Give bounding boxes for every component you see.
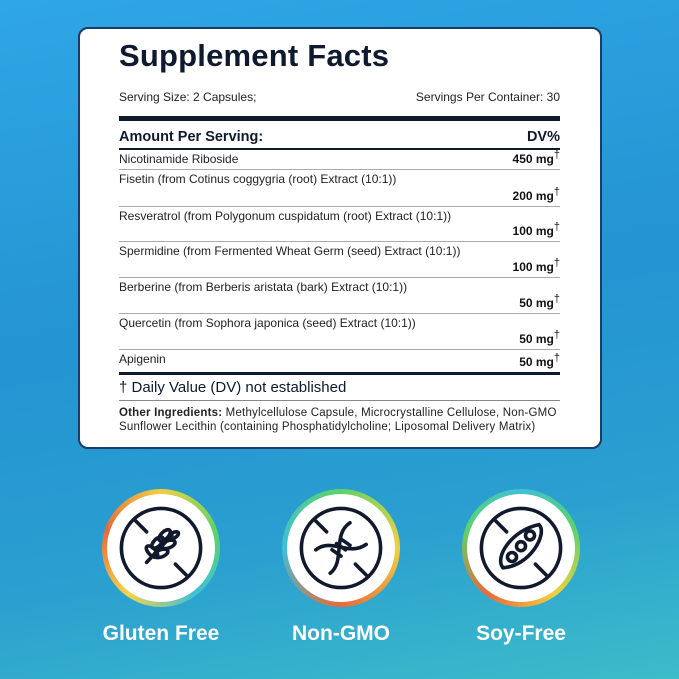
ingredient-name: Apigenin [119, 352, 166, 366]
dna-crossed-icon [299, 506, 383, 590]
amount-value: 100 mg [512, 260, 554, 274]
ingredient-row: Quercetin (from Sophora japonica (seed) … [119, 314, 560, 350]
ingredient-name: Berberine (from Berberis aristata (bark)… [119, 280, 408, 294]
dagger-mark: † [553, 329, 560, 341]
ingredient-row: Apigenin 50 mg† [119, 350, 560, 372]
ingredient-amount: 200 mg† [513, 186, 560, 206]
other-ingredients-text: Methylcellulose Capsule, Microcrystallin… [119, 407, 557, 433]
amount-value: 100 mg [512, 224, 554, 238]
dagger-mark: † [553, 257, 560, 269]
ingredient-row: Spermidine (from Fermented Wheat Germ (s… [119, 242, 560, 278]
ingredient-name: Spermidine (from Fermented Wheat Germ (s… [119, 244, 461, 258]
dagger-mark: † [553, 352, 560, 364]
badge-soy-free [462, 489, 580, 607]
footnote: † Daily Value (DV) not established [119, 379, 560, 401]
ingredient-name: Quercetin (from Sophora japonica (seed) … [119, 316, 416, 330]
ingredient-row: Resveratrol (from Polygonum cuspidatum (… [119, 207, 560, 242]
badge-gluten-free [102, 489, 220, 607]
ingredient-row: Berberine (from Berberis aristata (bark)… [119, 278, 560, 314]
ingredient-amount: 100 mg† [513, 257, 560, 277]
ingredient-name: Resveratrol (from Polygonum cuspidatum (… [119, 209, 452, 223]
ingredient-name: Fisetin (from Cotinus coggygria (root) E… [119, 172, 397, 186]
soybean-crossed-icon [479, 506, 563, 590]
amount-value: 450 mg [512, 152, 554, 166]
ingredient-amount: 50 mg† [519, 293, 560, 313]
dagger-mark: † [553, 221, 560, 233]
dagger-mark: † [553, 293, 560, 305]
dagger-mark: † [553, 186, 560, 198]
ingredient-name: Nicotinamide Riboside [119, 152, 239, 166]
other-ingredients: Other Ingredients: Methylcellulose Capsu… [119, 407, 560, 434]
amount-value: 50 mg [519, 355, 554, 369]
divider-thick [119, 116, 560, 121]
servings-per-container: Servings Per Container: 30 [415, 90, 560, 104]
amount-value: 50 mg [519, 296, 554, 310]
amount-header: Amount Per Serving: [119, 129, 264, 145]
divider [119, 372, 560, 375]
dagger-mark: † [553, 149, 560, 161]
badge-non-gmo [282, 489, 400, 607]
serving-size: Serving Size: 2 Capsules; [119, 90, 257, 104]
ingredient-amount: 100 mg† [513, 221, 560, 241]
badge-label: Soy-Free [476, 622, 566, 645]
ingredient-row: Fisetin (from Cotinus coggygria (root) E… [119, 170, 560, 207]
ingredient-amount: 450 mg† [513, 149, 560, 169]
ingredient-row: Nicotinamide Riboside 450 mg† [119, 149, 560, 170]
amount-value: 50 mg [519, 332, 554, 346]
panel-title: Supplement Facts [119, 38, 390, 73]
badge-label: Non-GMO [292, 622, 390, 645]
dv-header: DV% [526, 129, 560, 145]
divider [119, 148, 560, 150]
other-ingredients-label: Other Ingredients: [119, 407, 223, 419]
ingredient-amount: 50 mg† [519, 352, 560, 372]
supplement-facts-panel: Supplement Facts Serving Size: 2 Capsule… [78, 27, 602, 449]
badge-label: Gluten Free [102, 622, 220, 645]
ingredient-amount: 50 mg† [519, 329, 560, 349]
amount-value: 200 mg [512, 189, 554, 203]
wheat-crossed-icon [119, 506, 203, 590]
